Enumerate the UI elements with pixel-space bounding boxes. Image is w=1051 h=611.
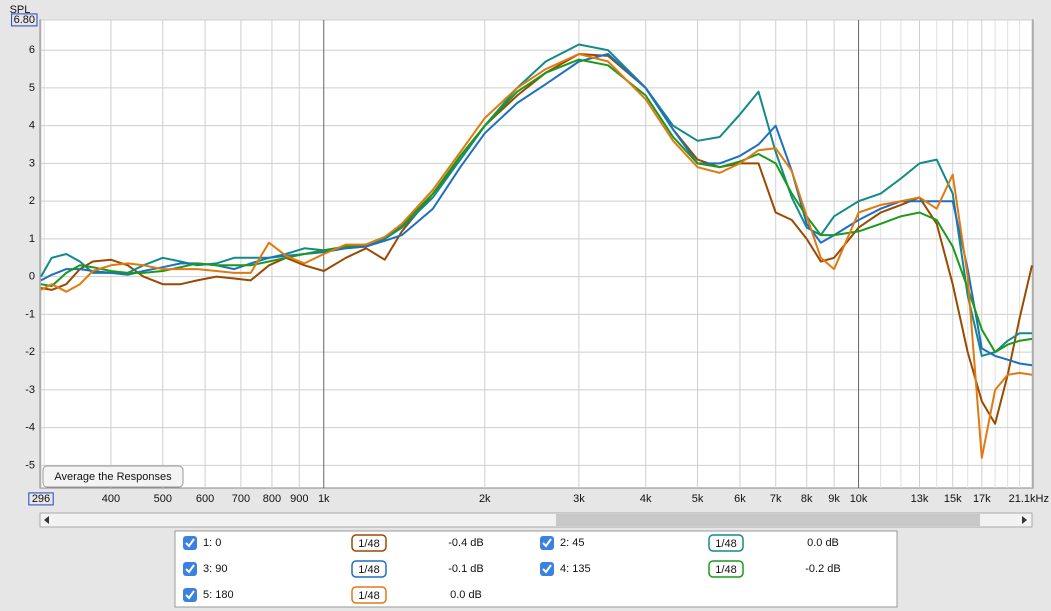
smoothing-button[interactable] <box>708 534 744 552</box>
legend-panel <box>174 530 898 608</box>
x-tick-label: 15k <box>944 493 962 505</box>
x-tick-label: 21.1kHz <box>1009 493 1049 505</box>
x-tick-label: 5k <box>692 493 704 505</box>
x-tick-label: 296 <box>32 493 50 505</box>
smoothing-label[interactable]: 1/48 <box>358 538 379 550</box>
legend-name: 4: 135 <box>560 563 591 575</box>
offset-label: -0.2 dB <box>805 563 840 575</box>
offset-label: 0.0 dB <box>807 537 839 549</box>
checkmark[interactable] <box>542 538 552 548</box>
x-tick-label: 10k <box>850 493 868 505</box>
x-tick-label: 800 <box>263 493 281 505</box>
x-tick-label: 7k <box>770 493 782 505</box>
smoothing-button[interactable] <box>351 560 387 578</box>
legend-name: 3: 90 <box>203 563 227 575</box>
smoothing-button[interactable] <box>708 560 744 578</box>
checkmark[interactable] <box>185 538 195 548</box>
checkmark[interactable] <box>542 564 552 574</box>
x-tick-label: 700 <box>232 493 250 505</box>
x-tick-label: 400 <box>102 493 120 505</box>
y-tick-label: 1 <box>29 233 35 245</box>
x-tick-label: 1k <box>318 493 330 505</box>
y-tick-label: 5 <box>29 82 35 94</box>
x-tick-label: 4k <box>640 493 652 505</box>
average-button-label[interactable]: Average the Responses <box>54 471 172 483</box>
smoothing-label[interactable]: 1/48 <box>715 538 736 550</box>
y-tick-label: -1 <box>25 308 35 320</box>
x-tick-label: 2k <box>479 493 491 505</box>
checkmark[interactable] <box>185 590 195 600</box>
y-tick-label: -3 <box>25 384 35 396</box>
x-tick-label: 600 <box>196 493 214 505</box>
legend-name: 1: 0 <box>203 537 221 549</box>
series-line <box>40 43 1032 357</box>
scrollbar-thumb[interactable] <box>556 514 980 526</box>
offset-label: -0.4 dB <box>448 537 483 549</box>
y-tick-label: 2 <box>29 195 35 207</box>
scroll-left[interactable] <box>44 516 49 524</box>
smoothing-button[interactable] <box>351 586 387 604</box>
y-limit-box <box>11 13 38 27</box>
series-line <box>40 53 1033 459</box>
x-tick-label: 9k <box>828 493 840 505</box>
x-tick-label: 17k <box>973 493 991 505</box>
series-line <box>40 53 1033 367</box>
y-axis-label: SPL <box>10 4 31 16</box>
x-tick-label: 900 <box>290 493 308 505</box>
smoothing-label[interactable]: 1/48 <box>358 564 379 576</box>
y-tick-label: -2 <box>25 346 35 358</box>
y-tick-label: 4 <box>29 120 35 132</box>
smoothing-button[interactable] <box>351 534 387 552</box>
y-tick-label: -5 <box>25 459 35 471</box>
x-tick-label: 13k <box>911 493 929 505</box>
legend-name: 2: 45 <box>560 537 584 549</box>
y-tick-label: 6 <box>29 44 35 56</box>
x-tick-label: 500 <box>154 493 172 505</box>
x-limit-box <box>28 492 54 506</box>
x-tick-label: 3k <box>573 493 585 505</box>
smoothing-label[interactable]: 1/48 <box>358 590 379 602</box>
checkmark[interactable] <box>185 564 195 574</box>
offset-label: -0.1 dB <box>448 563 483 575</box>
x-tick-label: 6k <box>734 493 746 505</box>
y-tick-label: 0 <box>29 271 35 283</box>
legend-name: 5: 180 <box>203 589 234 601</box>
y-tick-label: -4 <box>25 422 35 434</box>
average-button[interactable] <box>42 465 184 488</box>
y-tick-label: 3 <box>29 157 35 169</box>
y-tick-label: 6.80 <box>14 14 35 26</box>
offset-label: 0.0 dB <box>450 589 482 601</box>
smoothing-label[interactable]: 1/48 <box>715 564 736 576</box>
x-tick-label: 8k <box>801 493 813 505</box>
scroll-right[interactable] <box>1022 516 1027 524</box>
